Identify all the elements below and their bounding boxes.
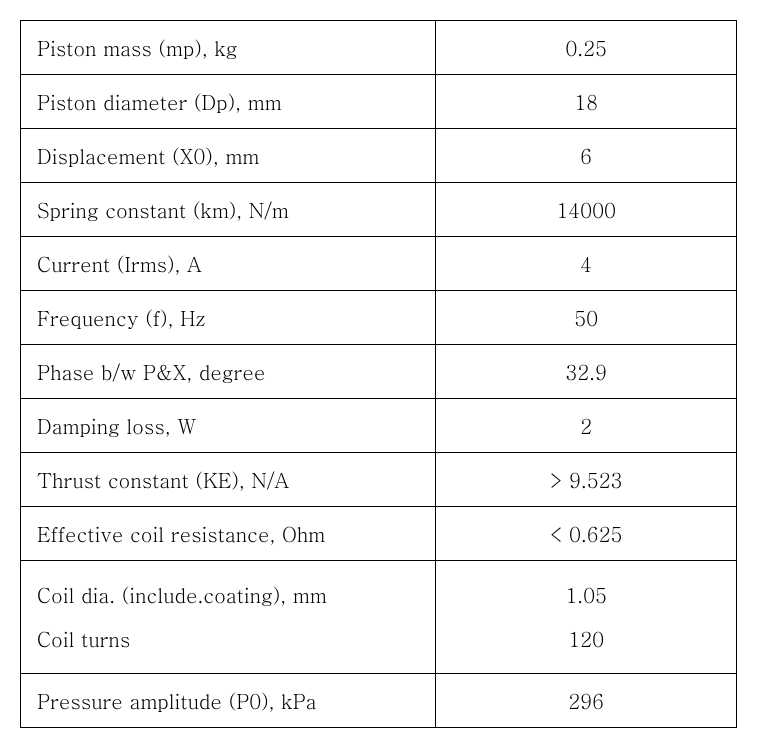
param-cell: Displacement (X0), mm bbox=[21, 129, 436, 183]
param-cell: Effective coil resistance, Ohm bbox=[21, 507, 436, 561]
table-row: Frequency (f), Hz 50 bbox=[21, 291, 737, 345]
value-line-2: 120 bbox=[452, 617, 720, 661]
table-row: Coil dia. (include.coating), mm Coil tur… bbox=[21, 561, 737, 674]
value-cell: 50 bbox=[436, 291, 737, 345]
param-line-1: Coil dia. (include.coating), mm bbox=[37, 573, 419, 617]
param-cell: Pressure amplitude (P0), kPa bbox=[21, 674, 436, 728]
table-row: Piston diameter (Dp), mm 18 bbox=[21, 75, 737, 129]
table-row: Phase b/w P&X, degree 32.9 bbox=[21, 345, 737, 399]
value-cell: > 9.523 bbox=[436, 453, 737, 507]
value-cell: 14000 bbox=[436, 183, 737, 237]
parameters-table-container: Piston mass (mp), kg 0.25 Piston diamete… bbox=[20, 20, 737, 728]
param-cell-multi: Coil dia. (include.coating), mm Coil tur… bbox=[21, 561, 436, 674]
value-cell-multi: 1.05 120 bbox=[436, 561, 737, 674]
table-row: Pressure amplitude (P0), kPa 296 bbox=[21, 674, 737, 728]
table-row: Thrust constant (KE), N/A > 9.523 bbox=[21, 453, 737, 507]
param-cell: Phase b/w P&X, degree bbox=[21, 345, 436, 399]
table-row: Displacement (X0), mm 6 bbox=[21, 129, 737, 183]
table-row: Spring constant (km), N/m 14000 bbox=[21, 183, 737, 237]
table-row: Damping loss, W 2 bbox=[21, 399, 737, 453]
param-cell: Piston diameter (Dp), mm bbox=[21, 75, 436, 129]
table-row: Piston mass (mp), kg 0.25 bbox=[21, 21, 737, 75]
parameters-table: Piston mass (mp), kg 0.25 Piston diamete… bbox=[20, 20, 737, 728]
value-cell: < 0.625 bbox=[436, 507, 737, 561]
param-cell: Spring constant (km), N/m bbox=[21, 183, 436, 237]
value-cell: 18 bbox=[436, 75, 737, 129]
param-line-2: Coil turns bbox=[37, 617, 419, 661]
value-cell: 32.9 bbox=[436, 345, 737, 399]
param-cell: Damping loss, W bbox=[21, 399, 436, 453]
param-cell: Frequency (f), Hz bbox=[21, 291, 436, 345]
table-row: Current (Irms), A 4 bbox=[21, 237, 737, 291]
value-cell: 2 bbox=[436, 399, 737, 453]
value-cell: 6 bbox=[436, 129, 737, 183]
param-cell: Piston mass (mp), kg bbox=[21, 21, 436, 75]
value-cell: 296 bbox=[436, 674, 737, 728]
param-cell: Thrust constant (KE), N/A bbox=[21, 453, 436, 507]
table-row: Effective coil resistance, Ohm < 0.625 bbox=[21, 507, 737, 561]
table-body: Piston mass (mp), kg 0.25 Piston diamete… bbox=[21, 21, 737, 728]
value-cell: 0.25 bbox=[436, 21, 737, 75]
value-line-1: 1.05 bbox=[452, 573, 720, 617]
param-cell: Current (Irms), A bbox=[21, 237, 436, 291]
value-cell: 4 bbox=[436, 237, 737, 291]
